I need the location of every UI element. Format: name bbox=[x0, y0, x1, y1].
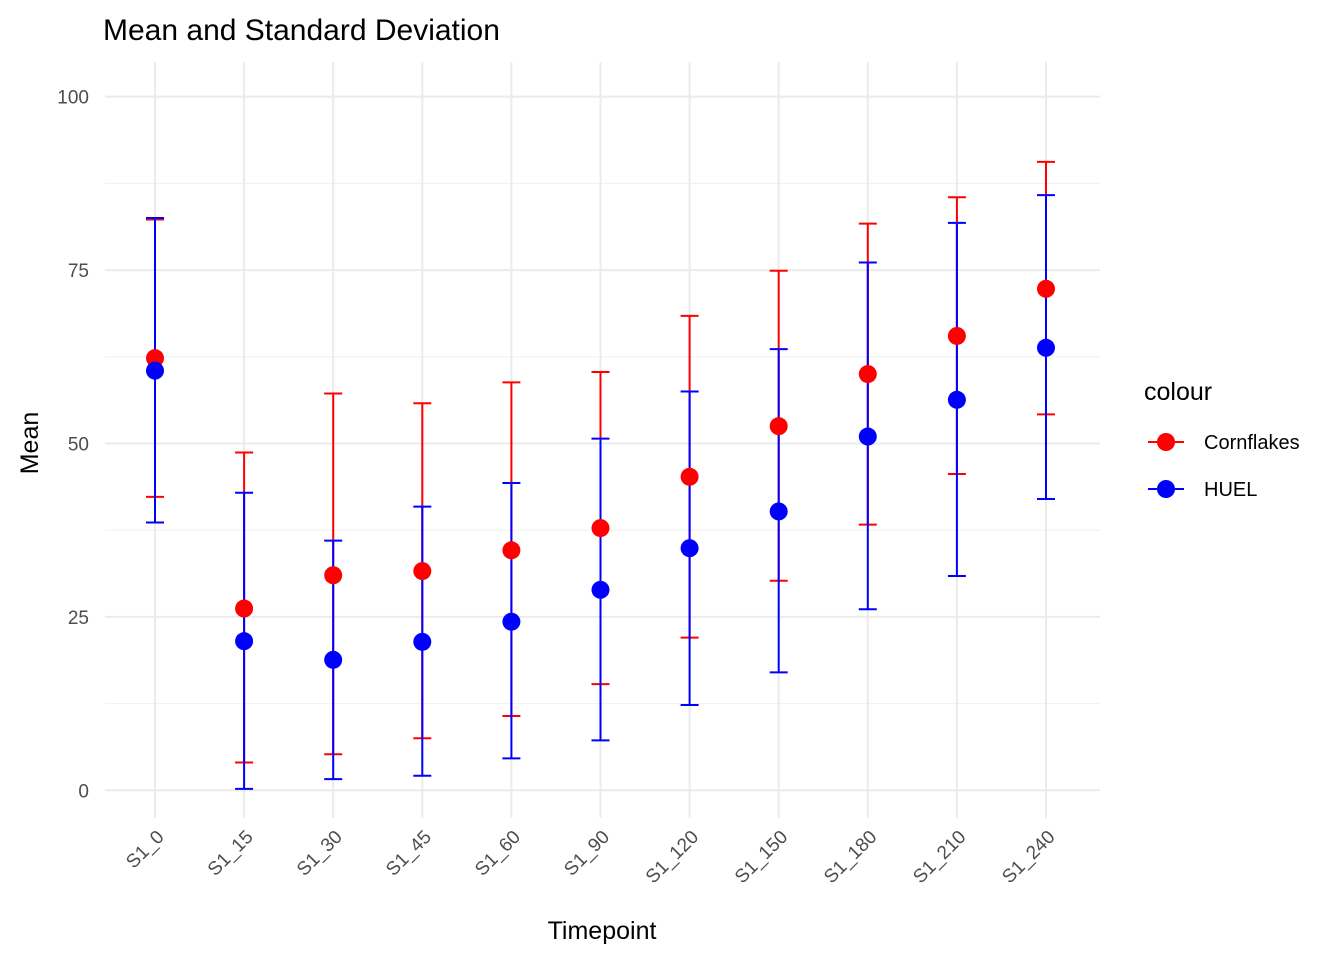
point-huel bbox=[769, 502, 788, 521]
legend-key-point-huel bbox=[1157, 480, 1175, 498]
x-tick-label: S1_60 bbox=[471, 827, 525, 881]
point-cornflakes bbox=[769, 417, 788, 436]
y-tick-label: 50 bbox=[68, 434, 89, 455]
x-tick-label: S1_180 bbox=[820, 827, 881, 888]
point-huel bbox=[235, 632, 254, 651]
point-cornflakes bbox=[591, 519, 610, 538]
point-huel bbox=[680, 539, 699, 558]
x-tick-label: S1_240 bbox=[998, 827, 1059, 888]
legend: colour Cornflakes HUEL bbox=[1144, 378, 1300, 501]
grid-layer bbox=[105, 62, 1100, 818]
legend-key-point-cornflakes bbox=[1157, 433, 1175, 451]
x-tick-label: S1_150 bbox=[731, 827, 792, 888]
chart-title: Mean and Standard Deviation bbox=[103, 14, 500, 47]
y-tick-label: 75 bbox=[68, 261, 89, 282]
legend-label-cornflakes: Cornflakes bbox=[1204, 432, 1300, 454]
y-axis-title: Mean bbox=[16, 412, 44, 475]
point-cornflakes bbox=[324, 566, 343, 585]
y-tick-label: 0 bbox=[78, 781, 89, 802]
point-huel bbox=[324, 650, 343, 669]
x-tick-label: S1_120 bbox=[642, 827, 703, 888]
point-huel bbox=[413, 632, 432, 651]
y-tick-label: 100 bbox=[57, 88, 89, 109]
point-cornflakes bbox=[502, 541, 521, 560]
point-cornflakes bbox=[947, 326, 966, 345]
point-huel bbox=[858, 427, 877, 446]
point-cornflakes bbox=[680, 467, 699, 486]
point-huel bbox=[1037, 338, 1055, 357]
point-huel bbox=[947, 390, 966, 409]
point-cornflakes bbox=[413, 562, 432, 581]
point-cornflakes bbox=[146, 349, 164, 368]
y-tick-label: 25 bbox=[68, 608, 89, 629]
x-tick-labels: S1_0 S1_15 S1_30 S1_45 S1_60 S1_90 S1_120 S1_15… bbox=[122, 827, 1059, 888]
x-axis-title: Timepoint bbox=[548, 917, 657, 945]
x-tick-label: S1_15 bbox=[204, 827, 258, 881]
x-tick-label: S1_0 bbox=[122, 827, 168, 873]
y-tick-labels: 0 25 50 75 100 bbox=[57, 88, 89, 803]
x-tick-label: S1_30 bbox=[293, 827, 347, 881]
x-tick-label: S1_45 bbox=[382, 827, 436, 881]
x-tick-label: S1_210 bbox=[909, 827, 970, 888]
point-huel bbox=[502, 612, 521, 631]
data-marks bbox=[146, 160, 1055, 790]
point-cornflakes bbox=[1037, 279, 1055, 298]
point-cornflakes bbox=[235, 599, 254, 618]
point-cornflakes bbox=[858, 365, 877, 384]
point-huel bbox=[146, 361, 164, 380]
legend-label-huel: HUEL bbox=[1204, 479, 1257, 501]
legend-title: colour bbox=[1144, 378, 1212, 406]
x-tick-label: S1_90 bbox=[560, 827, 614, 881]
legend-items: Cornflakes HUEL bbox=[1148, 432, 1300, 501]
point-huel bbox=[591, 580, 610, 599]
